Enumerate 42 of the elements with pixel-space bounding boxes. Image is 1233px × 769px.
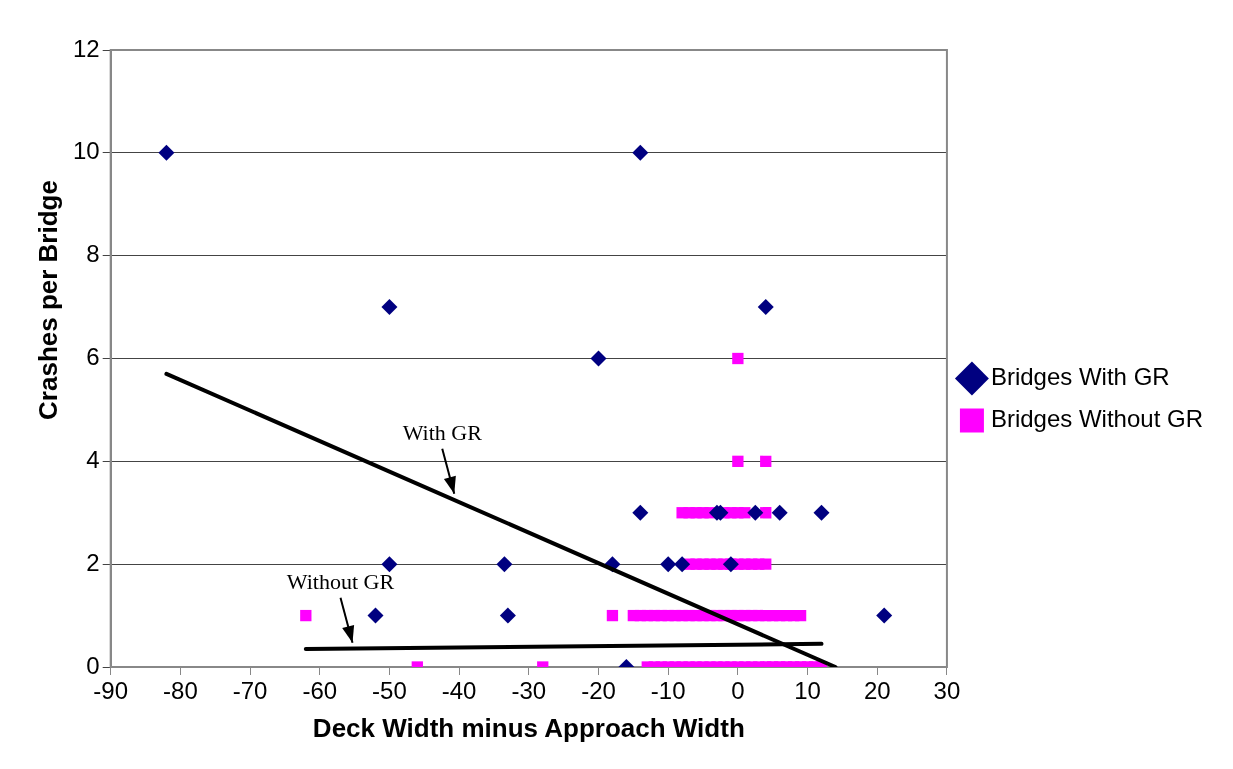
point [158,144,175,161]
point [771,504,788,521]
y-tick-label: 2 [86,548,100,576]
x-tick-label: -20 [581,677,616,705]
x-tick-label: -80 [163,677,198,705]
y-tick-label: 10 [72,137,100,165]
point [496,556,513,573]
point [590,350,607,367]
x-tick-label: -10 [650,677,686,705]
x-axis-title: Deck Width minus Approach Width [312,712,745,743]
x-tick-label: -50 [372,677,407,705]
y-axis-title: Crashes per Bridge [32,180,64,420]
legend-label: Bridges Without GR [990,405,1203,433]
point [381,299,398,316]
point [367,607,384,624]
point [499,607,516,624]
x-tick-label: 30 [933,677,961,705]
x-tick-label: 0 [731,677,745,705]
x-tick-label: -70 [232,677,268,705]
x-tick-label: 20 [863,677,891,705]
point [660,556,677,573]
x-tick-label: -60 [302,677,338,705]
annotation: With GR [402,419,483,445]
point [381,556,398,573]
annotation: Without GR [286,568,395,594]
x-tick-label: -40 [441,677,477,705]
point [632,504,649,521]
y-tick-label: 0 [86,651,100,679]
y-tick-label: 4 [86,445,100,473]
point [747,504,764,521]
point [876,607,893,624]
point [813,504,830,521]
y-tick-label: 12 [72,34,100,62]
y-tick-label: 6 [86,343,100,371]
x-tick-label: 10 [794,677,821,705]
x-tick-label: -30 [511,677,547,705]
point [632,144,649,161]
point [674,556,691,573]
y-tick-label: 8 [86,240,100,268]
point [757,299,774,316]
legend-label: Bridges With GR [990,363,1170,391]
x-tick-label: -90 [93,677,129,705]
